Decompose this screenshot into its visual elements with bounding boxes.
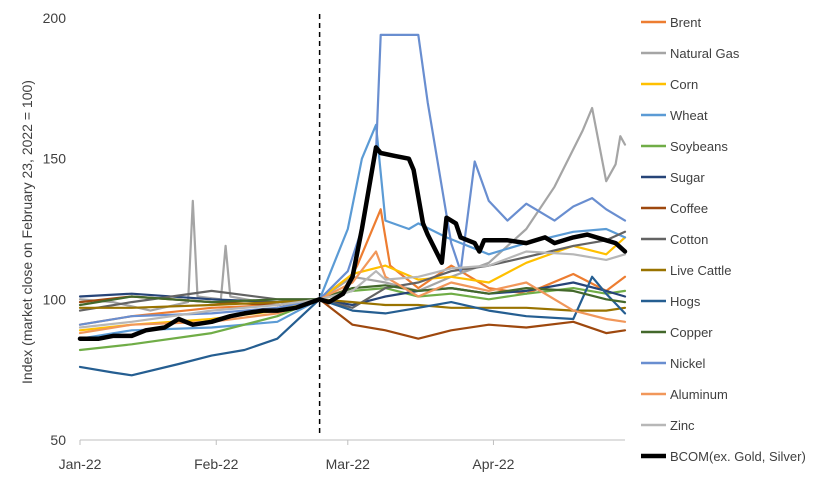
series-line-zinc xyxy=(78,250,627,329)
series-line-live-cattle xyxy=(78,298,627,312)
series-line-sugar xyxy=(78,281,627,307)
series-line-bcom-ex-gold-silver xyxy=(77,145,628,341)
y-tick-label: 50 xyxy=(50,432,66,448)
series-line-aluminum xyxy=(78,250,627,335)
series-line-cotton xyxy=(78,230,627,312)
legend-label: Aluminum xyxy=(670,387,728,402)
series-line-soybeans xyxy=(78,287,627,352)
legend-label: Natural Gas xyxy=(670,46,740,61)
legend-label: Sugar xyxy=(670,170,705,185)
legend-label: Brent xyxy=(670,15,701,30)
x-tick-label: Apr-22 xyxy=(472,456,514,472)
legend-label: Cotton xyxy=(670,232,708,247)
legend: Brent Natural Gas Corn Wheat Soybeans Sugar Co… xyxy=(641,15,806,464)
x-tick-label: Jan-22 xyxy=(59,456,102,472)
chart-axes: 50 100 150 200 Jan-22 Feb-22 Mar-22 Apr-22 xyxy=(43,10,625,472)
legend-label: Live Cattle xyxy=(670,263,731,278)
legend-label: Coffee xyxy=(670,201,708,216)
y-axis-title: Index (market close on February 23, 2022… xyxy=(19,80,35,384)
legend-label: Corn xyxy=(670,77,698,92)
series-line-natural-gas xyxy=(78,106,627,312)
legend-label: Zinc xyxy=(670,418,695,433)
legend-label: Wheat xyxy=(670,108,708,123)
y-tick-label: 150 xyxy=(43,151,67,167)
legend-label: Hogs xyxy=(670,294,701,309)
y-tick-label: 100 xyxy=(43,291,67,307)
legend-label: BCOM(ex. Gold, Silver) xyxy=(670,449,806,464)
legend-label: Soybeans xyxy=(670,139,728,154)
series-line-copper xyxy=(78,284,627,307)
legend-label: Copper xyxy=(670,325,713,340)
legend-label: Nickel xyxy=(670,356,706,371)
x-tick-label: Feb-22 xyxy=(194,456,239,472)
x-tick-label: Mar-22 xyxy=(326,456,371,472)
series-lines xyxy=(77,33,628,377)
series-line-brent xyxy=(78,208,627,326)
y-tick-label: 200 xyxy=(43,10,67,26)
